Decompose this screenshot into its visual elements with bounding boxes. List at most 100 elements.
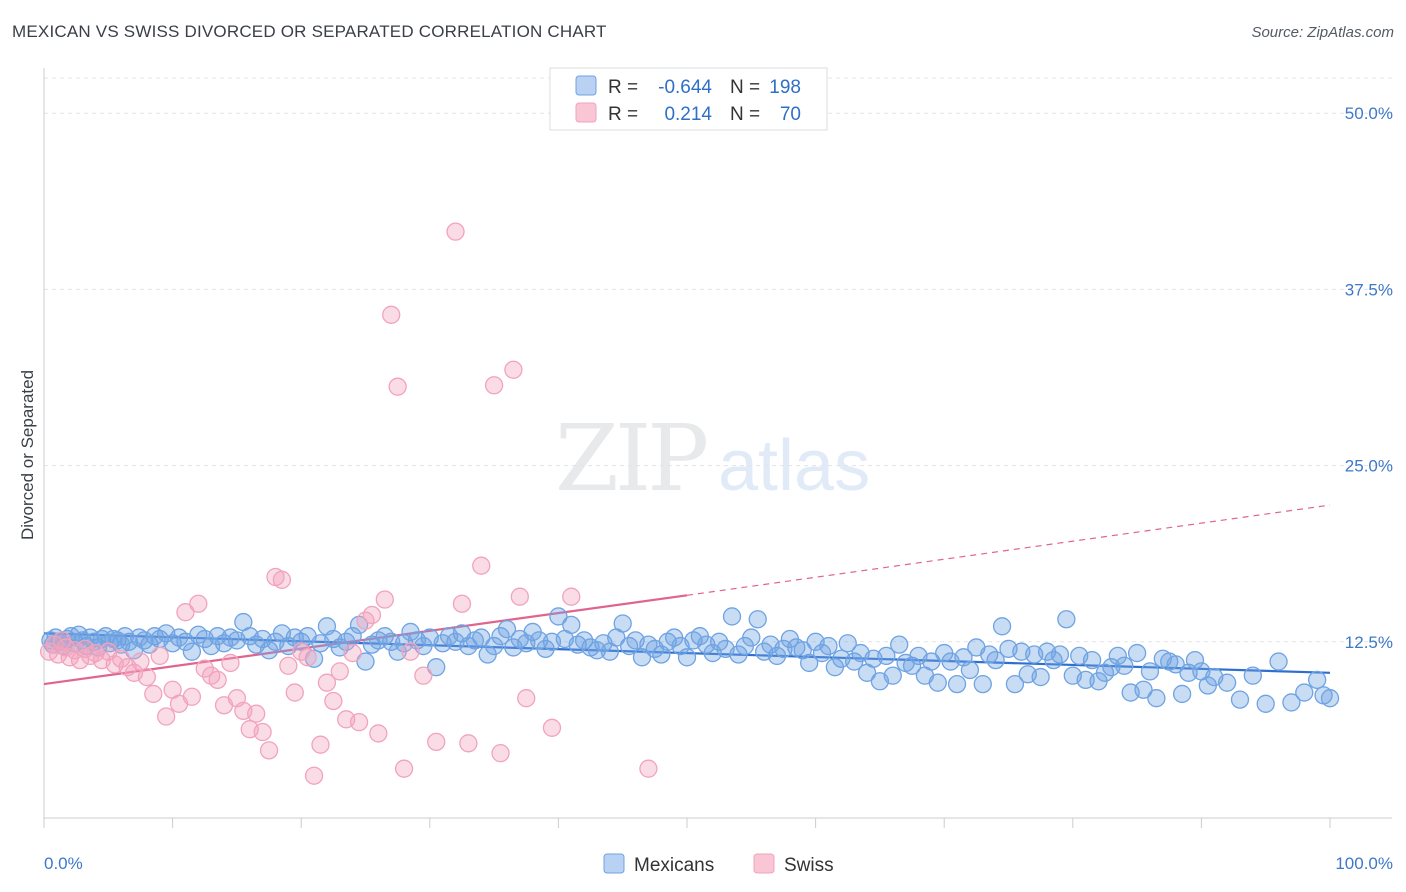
- point-swiss: [304, 766, 324, 785]
- point-mexicans: [947, 674, 967, 694]
- point-mexicans: [1050, 645, 1070, 664]
- point-swiss: [639, 759, 658, 778]
- point-mexicans: [742, 628, 761, 647]
- point-swiss: [388, 377, 407, 396]
- axes: 12.5% 25.0% 37.5% 50.0%: [43, 68, 1393, 828]
- y-tick-label: 25.0%: [1345, 457, 1393, 476]
- point-swiss: [414, 666, 433, 685]
- legend-swiss-label: Swiss: [784, 855, 834, 876]
- point-swiss: [70, 650, 90, 670]
- stat-n-value-2: 70: [780, 104, 801, 125]
- chart-source: Source: ZipAtlas.com: [1251, 24, 1394, 41]
- point-swiss: [517, 689, 536, 708]
- stats-legend: R = -0.644 N = 198 R = 0.214 N = 70: [549, 67, 828, 131]
- point-mexicans: [767, 646, 787, 666]
- point-mexicans: [1127, 643, 1147, 663]
- point-swiss: [330, 662, 349, 681]
- point-mexicans: [1082, 650, 1102, 670]
- point-swiss: [221, 653, 240, 673]
- point-mexicans: [883, 666, 902, 685]
- point-mexicans: [1185, 650, 1205, 670]
- point-mexicans: [902, 656, 922, 675]
- point-swiss: [208, 670, 227, 690]
- point-swiss: [259, 741, 279, 760]
- stat-r-value-1: -0.644: [658, 77, 712, 98]
- point-mexicans: [574, 631, 594, 650]
- watermark: ZIP atlas: [555, 405, 870, 512]
- legend-swiss-swatch: [753, 853, 775, 874]
- point-swiss: [81, 646, 100, 666]
- point-swiss: [491, 744, 510, 763]
- x-tick-label-right: 100.0%: [1335, 854, 1393, 873]
- svg-text:ZIP: ZIP: [555, 405, 706, 512]
- point-mexicans: [800, 653, 819, 673]
- point-mexicans: [1307, 670, 1327, 690]
- point-mexicans: [613, 614, 632, 633]
- point-swiss: [452, 594, 472, 613]
- point-mexicans: [928, 673, 947, 692]
- point-mexicans: [1172, 684, 1192, 704]
- point-swiss: [510, 587, 529, 606]
- stat-r-label-2: R =: [608, 104, 638, 125]
- point-mexicans: [427, 658, 446, 677]
- point-mexicans: [182, 642, 202, 661]
- point-swiss: [48, 645, 68, 664]
- point-swiss: [285, 683, 304, 702]
- point-swiss: [362, 605, 382, 625]
- point-swiss: [176, 603, 195, 622]
- point-mexicans: [562, 615, 581, 635]
- point-mexicans: [472, 628, 491, 647]
- point-swiss: [144, 684, 163, 704]
- point-swiss: [369, 724, 388, 743]
- point-mexicans: [890, 635, 909, 654]
- point-swiss: [382, 305, 401, 324]
- point-swiss: [427, 732, 446, 752]
- point-mexicans: [356, 652, 375, 671]
- point-swiss: [343, 643, 362, 663]
- point-mexicans: [1057, 610, 1076, 629]
- point-mexicans: [1256, 694, 1275, 713]
- point-mexicans: [838, 634, 857, 653]
- point-mexicans: [497, 619, 517, 639]
- point-mexicans: [819, 636, 838, 656]
- point-swiss: [504, 360, 523, 379]
- stat-n-label-1: N =: [730, 77, 760, 98]
- point-mexicans: [677, 648, 697, 667]
- point-mexicans: [130, 628, 149, 647]
- point-swiss: [182, 687, 202, 706]
- y-tick-label: 37.5%: [1345, 280, 1393, 299]
- point-mexicans: [812, 643, 832, 663]
- data-points: [39, 222, 1340, 785]
- point-mexicans: [1115, 656, 1134, 675]
- legend-mexicans-swatch: [603, 853, 625, 874]
- series-legend: Mexicans Swiss: [603, 853, 834, 876]
- point-mexicans: [973, 674, 992, 694]
- point-mexicans: [748, 610, 767, 629]
- stat-n-value-1: 198: [769, 77, 801, 98]
- point-swiss: [195, 659, 214, 678]
- point-swiss: [349, 713, 369, 732]
- y-tick-label: 12.5%: [1345, 633, 1393, 652]
- point-mexicans: [1320, 689, 1340, 708]
- series-swiss: [39, 222, 658, 785]
- trend-line-extension-swiss: [686, 504, 1331, 596]
- point-swiss: [137, 667, 157, 687]
- point-mexicans: [1140, 662, 1160, 681]
- point-swiss: [394, 759, 414, 778]
- point-swiss: [157, 707, 176, 726]
- point-mexicans: [145, 627, 164, 646]
- swiss-swatch: [575, 102, 597, 123]
- point-swiss: [562, 587, 581, 606]
- legend-mexicans-label: Mexicans: [634, 855, 714, 876]
- point-mexicans: [484, 636, 504, 656]
- point-swiss: [317, 673, 337, 692]
- point-swiss: [401, 642, 420, 661]
- point-swiss: [298, 648, 317, 667]
- point-swiss: [150, 646, 169, 666]
- point-mexicans: [536, 639, 555, 659]
- point-swiss: [189, 594, 208, 613]
- point-mexicans: [1134, 680, 1153, 699]
- point-mexicans: [992, 617, 1012, 636]
- point-mexicans: [1230, 690, 1250, 709]
